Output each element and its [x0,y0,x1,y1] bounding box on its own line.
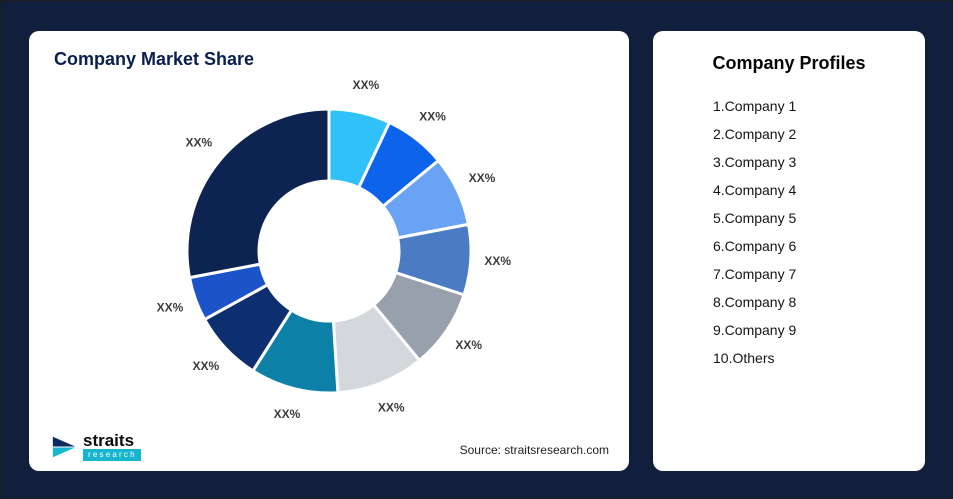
source-attribution: Source: straitsresearch.com [459,443,609,457]
slice-label-company-5: XX% [455,338,482,352]
slice-label-company-8: XX% [192,359,219,373]
list-item-company-4: 4.Company 4 [713,182,797,198]
slice-label-company-6: XX% [378,400,405,414]
logo-subtitle: research [83,449,141,461]
logo-name: straits [83,431,135,450]
list-item-others: 10.Others [713,350,775,366]
slice-label-company-1: XX% [353,78,380,92]
logo-text: straits research [83,432,141,461]
donut-slice-others [185,107,331,280]
list-item-company-3: 3.Company 3 [713,154,797,170]
slice-label-others: XX% [185,135,212,149]
list-item-company-5: 5.Company 5 [713,210,797,226]
slice-label-company-4: XX% [484,254,511,268]
slice-label-company-3: XX% [469,171,496,185]
straits-research-logo: straits research [51,432,141,461]
company-profiles-card: Company Profiles 1.Company 1 2.Company 2… [653,31,925,471]
chart-title: Company Market Share [54,49,255,69]
market-share-card: Company Market Share XX% XX% XX% XX% XX% XX% X… [29,31,629,471]
list-item-company-1: 1.Company 1 [713,98,797,114]
list-item-company-6: 6.Company 6 [713,238,797,254]
profiles-list: 1.Company 1 2.Company 2 3.Company 3 4.Co… [653,92,925,372]
list-item-company-9: 9.Company 9 [713,322,797,338]
donut-chart: XX% XX% XX% XX% XX% XX% XX% XX% XX% XX% [157,78,512,421]
profiles-title: Company Profiles [712,53,866,73]
list-item-company-8: 8.Company 8 [713,294,797,310]
list-item-company-2: 2.Company 2 [713,126,797,142]
list-item-company-7: 7.Company 7 [713,266,797,282]
logo-icon [52,436,76,457]
slice-label-company-2: XX% [419,110,446,124]
slice-label-company-9: XX% [157,300,184,314]
slice-label-company-7: XX% [274,407,301,421]
